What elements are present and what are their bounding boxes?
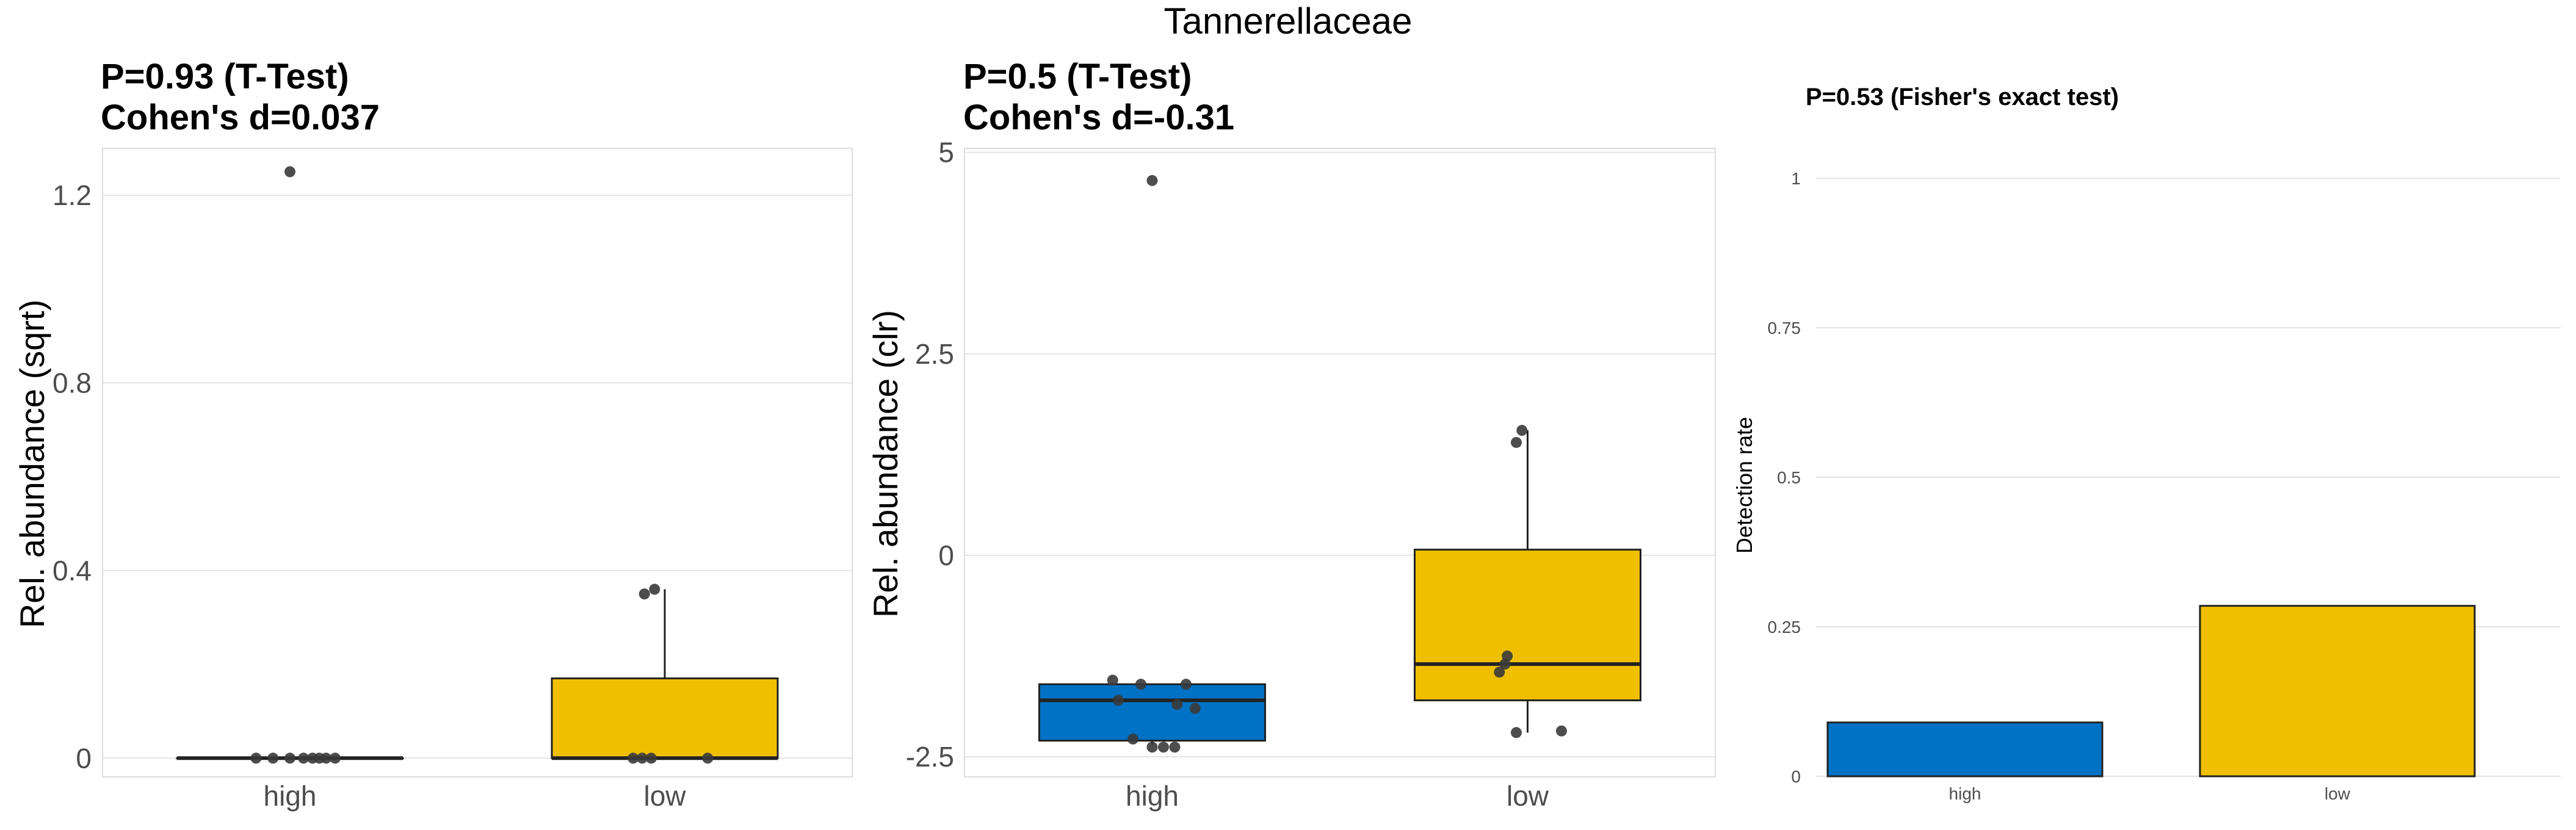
panel-3-marks	[1826, 605, 2476, 778]
panel-1-title-line2: Cohen's d=0.037	[101, 98, 380, 137]
x-tick-label: high	[1126, 780, 1179, 812]
y-tick-label: 0	[1791, 767, 1801, 786]
data-point	[1113, 695, 1124, 706]
data-point	[330, 752, 341, 764]
data-point	[1189, 702, 1201, 714]
panel-1: P=0.93 (T-Test) Cohen's d=0.037 Rel. abu…	[13, 57, 853, 812]
data-point	[1502, 650, 1513, 662]
panel-2-y-ticks: -2.5 0 2.5 5	[906, 137, 954, 773]
panel-2-marks	[1038, 175, 1641, 753]
y-tick-label: 5	[938, 137, 954, 168]
data-point	[1556, 725, 1567, 737]
data-point	[1494, 666, 1505, 678]
box-low	[551, 677, 779, 759]
data-point	[1516, 425, 1528, 436]
x-tick-label: low	[2325, 784, 2351, 803]
panel-3-x-ticks: high low	[1949, 784, 2351, 803]
data-point	[298, 752, 309, 764]
data-point	[250, 752, 262, 764]
data-point	[1511, 436, 1522, 448]
panel-3-y-ticks: 0 0.25 0.5 0.75 1	[1768, 169, 1801, 786]
data-point	[1146, 742, 1158, 753]
data-point	[1135, 679, 1146, 690]
panel-1-marks	[176, 166, 779, 764]
panel-2-y-axis-label: Rel. abundance (clr)	[866, 310, 905, 618]
data-point	[1511, 727, 1522, 738]
y-tick-label: 0.8	[52, 367, 92, 399]
x-tick-label: low	[643, 780, 686, 812]
figure-title: Tannerellaceae	[1164, 1, 1413, 42]
panel-2-x-ticks: high low	[1126, 780, 1549, 812]
data-point	[1146, 175, 1158, 186]
data-point	[1181, 679, 1192, 690]
y-tick-label: -2.5	[906, 741, 954, 773]
data-point	[637, 752, 648, 764]
x-tick-label: high	[264, 780, 317, 812]
data-point	[1107, 674, 1118, 686]
y-tick-label: 0.5	[1777, 468, 1801, 487]
x-tick-label: low	[1507, 780, 1549, 812]
data-point	[1169, 742, 1181, 753]
box-low	[1414, 549, 1641, 702]
x-tick-label: high	[1949, 784, 1981, 803]
y-tick-label: 0.4	[52, 555, 92, 586]
panel-1-y-axis-label: Rel. abundance (sqrt)	[13, 300, 51, 629]
y-tick-label: 2.5	[915, 338, 954, 370]
data-point	[267, 752, 279, 764]
data-point	[320, 752, 332, 764]
bar-low	[2199, 605, 2476, 778]
data-point	[645, 752, 657, 764]
panel-2: P=0.5 (T-Test) Cohen's d=-0.31 Rel. abun…	[866, 57, 1716, 812]
panel-3: P=0.53 (Fisher's exact test) Detection r…	[1732, 84, 2561, 803]
bar-high	[1826, 721, 2104, 778]
panel-1-gridlines	[103, 194, 852, 759]
data-point	[628, 752, 639, 764]
panel-2-title-line2: Cohen's d=-0.31	[963, 98, 1234, 137]
panel-3-title: P=0.53 (Fisher's exact test)	[1806, 84, 2119, 110]
panel-1-title-line1: P=0.93 (T-Test)	[101, 57, 349, 96]
y-tick-label: 0	[938, 540, 954, 571]
panel-3-y-axis-label: Detection rate	[1732, 417, 1757, 554]
data-point	[702, 752, 714, 764]
data-point	[1127, 733, 1139, 745]
panel-1-x-ticks: high low	[264, 780, 687, 812]
data-point	[1171, 699, 1183, 710]
panel-1-y-ticks: 0 0.4 0.8 1.2	[52, 179, 92, 774]
y-tick-label: 1	[1791, 169, 1801, 188]
panel-1-plot-area	[102, 148, 853, 778]
y-tick-label: 1.2	[52, 179, 92, 211]
data-point	[284, 752, 295, 764]
data-point	[639, 588, 650, 600]
data-point	[284, 166, 295, 178]
y-tick-label: 0	[76, 742, 92, 774]
data-point	[649, 583, 660, 595]
box-high	[1038, 683, 1266, 742]
panel-2-title-line1: P=0.5 (T-Test)	[963, 57, 1192, 96]
y-tick-label: 0.75	[1768, 319, 1801, 337]
data-point	[1158, 742, 1169, 753]
y-tick-label: 0.25	[1768, 618, 1801, 637]
panel-2-plot-area	[964, 148, 1716, 778]
